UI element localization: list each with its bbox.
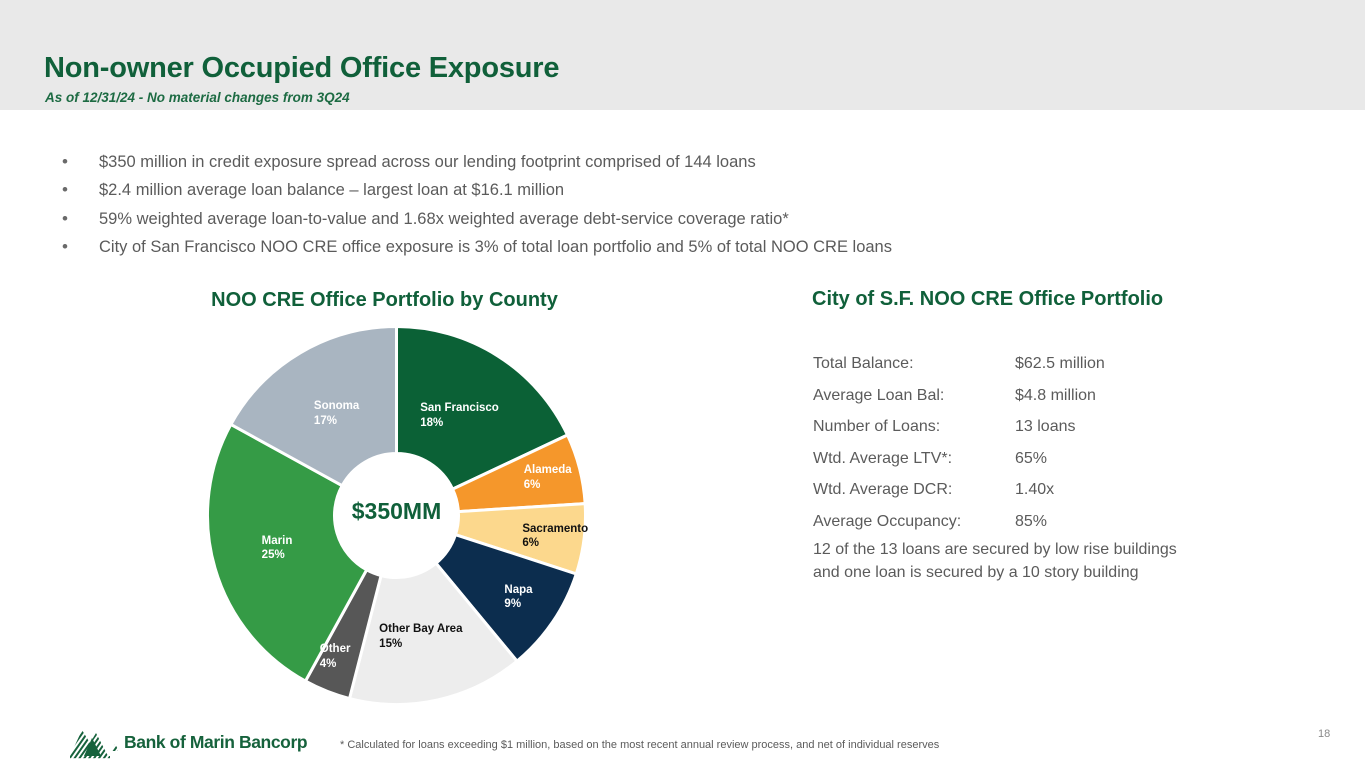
- bullet-item: • $350 million in credit exposure spread …: [62, 148, 1302, 176]
- bullet-text: $2.4 million average loan balance – larg…: [99, 181, 565, 200]
- stat-row: Total Balance: $62.5 million: [813, 348, 1243, 380]
- stat-value: $62.5 million: [1015, 355, 1105, 372]
- stat-label: Number of Loans:: [813, 418, 941, 435]
- page-title: Non-owner Occupied Office Exposure: [44, 52, 560, 84]
- stat-value: 13 loans: [1015, 418, 1076, 435]
- stat-label: Total Balance:: [813, 355, 914, 372]
- page-number: 18: [1318, 728, 1331, 740]
- panel-note: 12 of the 13 loans are secured by low ri…: [813, 541, 1177, 581]
- stat-label: Average Loan Bal:: [813, 386, 945, 404]
- footnote: * Calculated for loans exceeding $1 mill…: [340, 739, 940, 751]
- bullet-item: • 59% weighted average loan-to-value and …: [62, 205, 1302, 233]
- panel-title: City of S.F. NOO CRE Office Portfolio: [812, 288, 1164, 310]
- stat-row: Wtd. Average DCR: 1.40x: [813, 474, 1243, 506]
- donut-hole: [334, 453, 459, 578]
- bullet-item: • City of San Francisco NOO CRE office ex…: [62, 233, 1302, 261]
- stat-value: $4.8 million: [1015, 386, 1096, 404]
- bullet-dot-icon: •: [62, 208, 68, 228]
- stat-row: Average Occupancy: 85%: [813, 506, 1243, 538]
- noo-cre-office-portfolio-by-county-pie-chart: [206, 324, 587, 706]
- stat-row: Number of Loans: 13 loans: [813, 411, 1243, 443]
- page-subtitle: As of 12/31/24 - No material changes fro…: [45, 90, 350, 105]
- stat-value: 85%: [1015, 512, 1048, 530]
- brand-name: Bank of Marin Bancorp: [124, 732, 308, 752]
- bullet-dot-icon: •: [62, 152, 68, 171]
- bullet-dot-icon: •: [62, 180, 68, 200]
- mountain-logo-icon: [70, 730, 118, 759]
- stat-value: 1.40x: [1015, 481, 1055, 498]
- brand-logo: Bank of Marin Bancorp: [68, 722, 308, 762]
- sf-portfolio-stats-table: Total Balance: $62.5 million Average Loan …: [813, 348, 1243, 537]
- bullet-list: • $350 million in credit exposure spread …: [62, 148, 1302, 262]
- header-band: [0, 0, 1365, 110]
- stat-row: Wtd. Average LTV*: 65%: [813, 443, 1243, 475]
- stat-label: Wtd. Average LTV*:: [813, 449, 953, 467]
- donut-center-total: $350MM: [351, 498, 442, 524]
- bullet-text: 59% weighted average loan-to-value and 1…: [99, 209, 789, 228]
- stat-row: Average Loan Bal: $4.8 million: [813, 380, 1243, 412]
- bullet-text: $350 million in credit exposure spread a…: [99, 153, 756, 171]
- stat-value: 65%: [1015, 449, 1048, 467]
- bullet-item: • $2.4 million average loan balance – lar…: [62, 176, 1302, 204]
- stat-label: Wtd. Average DCR:: [813, 481, 953, 498]
- stat-label: Average Occupancy:: [813, 512, 962, 530]
- chart-title: NOO CRE Office Portfolio by County: [211, 289, 558, 311]
- bullet-text: City of San Francisco NOO CRE office exp…: [99, 238, 892, 257]
- bullet-dot-icon: •: [62, 237, 68, 257]
